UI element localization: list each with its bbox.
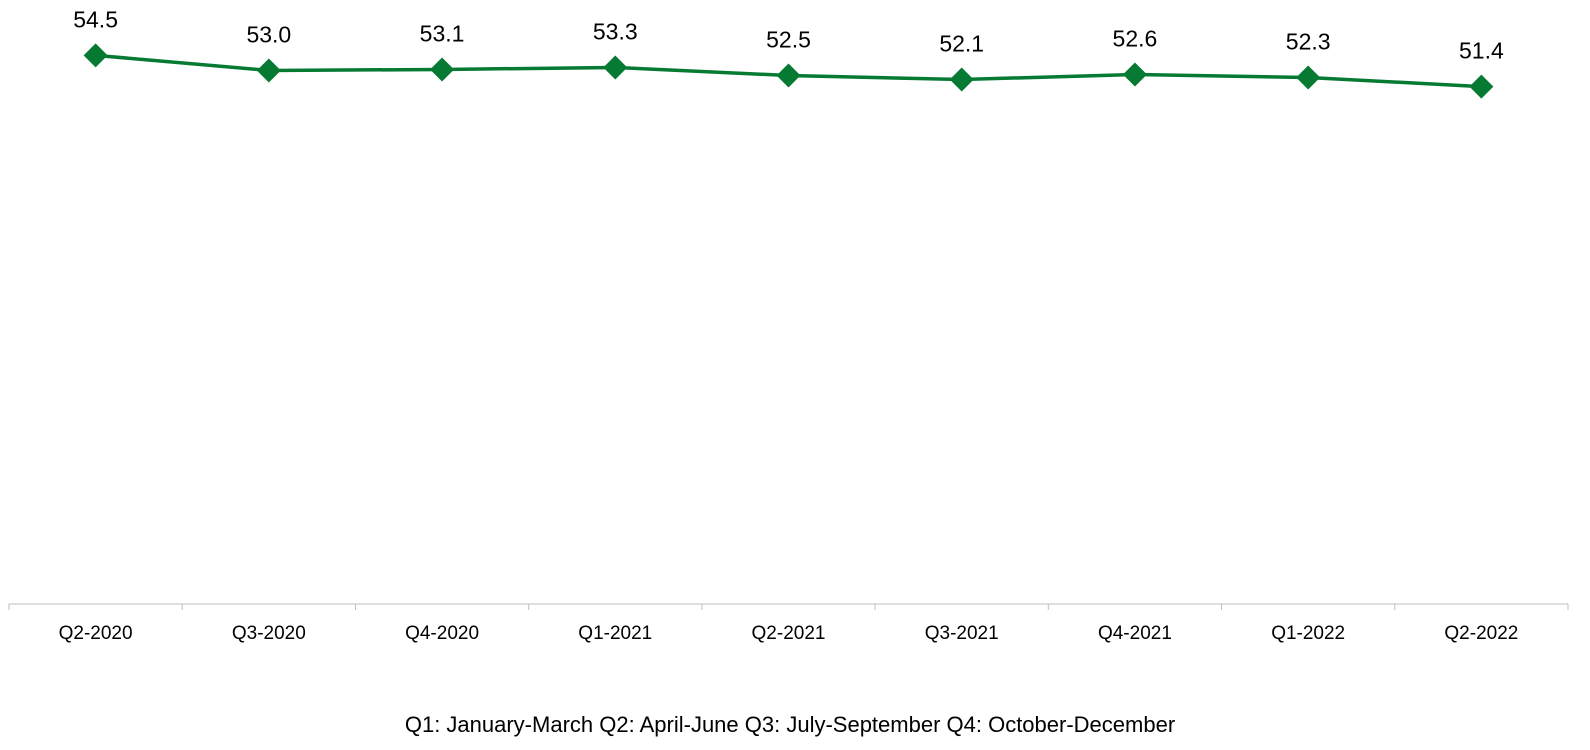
x-tick-label: Q4-2021 <box>1098 623 1172 644</box>
data-label: 52.1 <box>939 31 984 57</box>
data-point <box>256 58 281 83</box>
data-label: 54.5 <box>73 6 118 32</box>
x-tick-label: Q2-2022 <box>1444 623 1518 644</box>
x-tick-label: Q4-2020 <box>405 623 479 644</box>
data-label: 51.4 <box>1459 38 1504 64</box>
data-point <box>1296 65 1321 90</box>
x-tick-label: Q1-2022 <box>1271 623 1345 644</box>
x-tick-label: Q2-2021 <box>752 623 826 644</box>
data-label: 53.3 <box>593 19 638 45</box>
data-point <box>776 63 801 88</box>
x-tick-label: Q2-2020 <box>59 623 133 644</box>
data-point <box>1122 62 1147 87</box>
data-point <box>603 55 628 80</box>
data-point <box>430 57 455 82</box>
data-point <box>1469 74 1494 99</box>
x-tick-label: Q3-2020 <box>232 623 306 644</box>
data-label: 53.0 <box>246 22 291 48</box>
data-label: 52.6 <box>1113 26 1158 52</box>
data-point <box>949 67 974 92</box>
data-point <box>83 43 108 68</box>
footnote: Q1: January-March Q2: April-June Q3: Jul… <box>405 712 1175 737</box>
x-tick-label: Q1-2021 <box>578 623 652 644</box>
data-label: 53.1 <box>420 21 465 47</box>
x-tick-label: Q3-2021 <box>925 623 999 644</box>
data-label: 52.3 <box>1286 29 1331 55</box>
data-label: 52.5 <box>766 27 811 53</box>
